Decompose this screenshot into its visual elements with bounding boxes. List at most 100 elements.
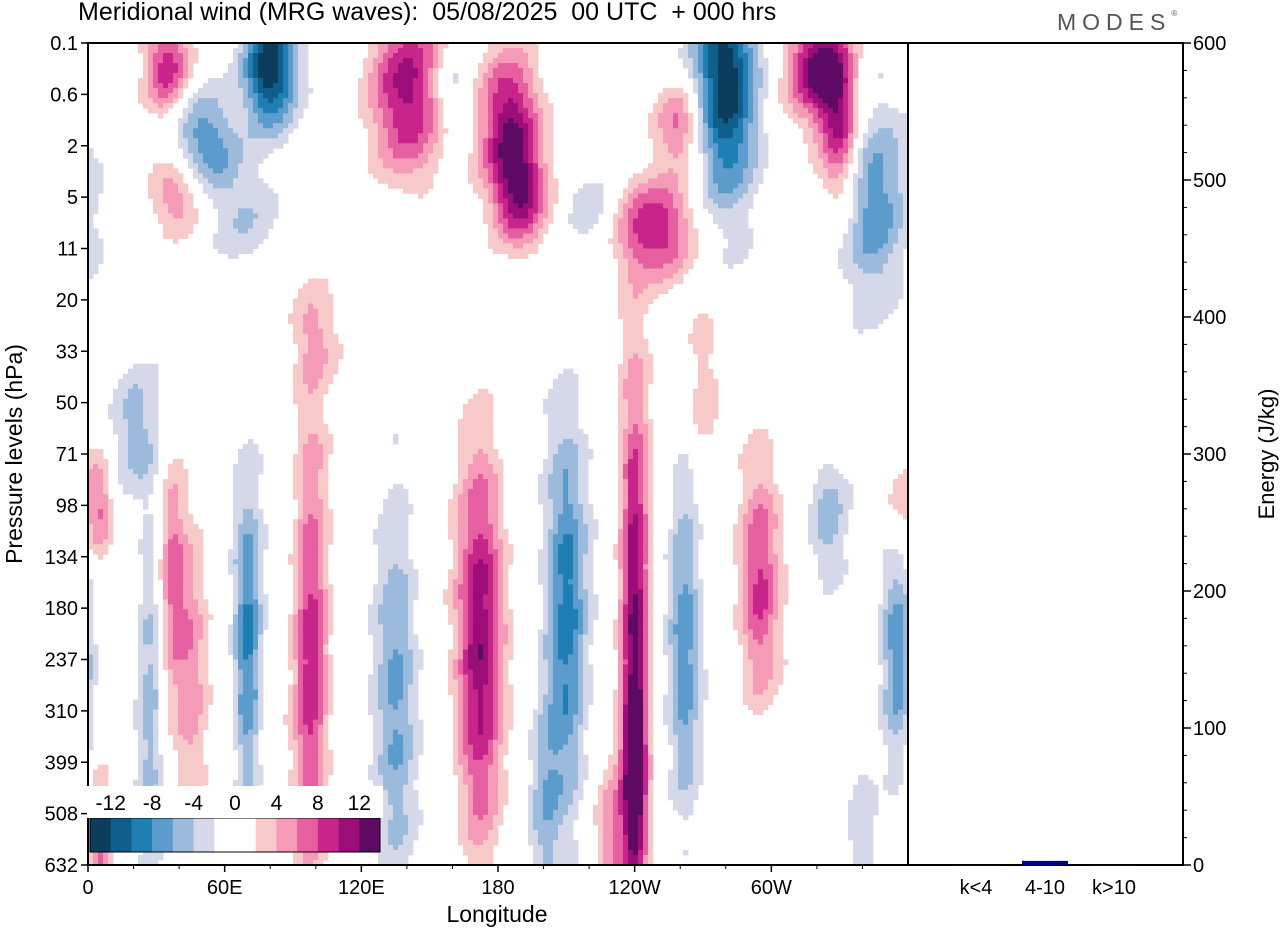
heatmap-cell [843, 83, 849, 89]
heatmap-cell [663, 223, 669, 229]
heatmap-cell [318, 413, 324, 420]
heatmap-cell [668, 193, 674, 199]
heatmap-cell [148, 418, 154, 425]
heatmap-cell [708, 128, 714, 134]
heatmap-cell [533, 78, 539, 84]
heatmap-cell [503, 78, 509, 84]
heatmap-cell [383, 63, 389, 69]
heatmap-cell [408, 48, 414, 54]
heatmap-cell [513, 143, 519, 149]
heatmap-cell [903, 238, 909, 244]
heatmap-cell [718, 163, 724, 169]
heatmap-cell [538, 93, 544, 99]
heatmap-cell [753, 68, 759, 74]
heatmap-cell [323, 313, 329, 320]
heatmap-cell [408, 143, 414, 149]
heatmap-cell [288, 98, 294, 104]
heatmap-cell [143, 423, 149, 430]
heatmap-cell [728, 233, 734, 239]
heatmap-cell [693, 328, 699, 335]
heatmap-cell [223, 88, 229, 94]
heatmap-cell [548, 118, 554, 124]
heatmap-cell [843, 148, 849, 154]
heatmap-cell [668, 178, 674, 184]
heatmap-cell [148, 103, 154, 109]
heatmap-cell [163, 83, 169, 89]
heatmap-cell [703, 108, 709, 114]
heatmap-cell [433, 43, 439, 49]
heatmap-cell [303, 83, 309, 89]
heatmap-cell [293, 373, 299, 380]
heatmap-cell [698, 408, 704, 415]
heatmap-cell [128, 433, 134, 440]
heatmap-cell [118, 383, 124, 390]
heatmap-cell [243, 68, 249, 74]
heatmap-cell [508, 73, 514, 79]
heatmap-cell [853, 58, 859, 64]
heatmap-cell [238, 188, 244, 194]
heatmap-cell [318, 398, 324, 405]
heatmap-cell [138, 363, 144, 370]
heatmap-cell [643, 388, 649, 395]
heatmap-cell [668, 148, 674, 154]
heatmap-cell [363, 83, 369, 89]
heatmap-cell [638, 228, 644, 234]
heatmap-cell [413, 48, 419, 54]
heatmap-cell [303, 43, 309, 49]
heatmap-cell [828, 43, 834, 49]
heatmap-cell [88, 188, 94, 194]
heatmap-cell [658, 248, 664, 254]
heatmap-cell [738, 163, 744, 169]
heatmap-cell [283, 63, 289, 69]
heatmap-cell [478, 428, 484, 435]
heatmap-cell [433, 53, 439, 59]
heatmap-cell [698, 363, 704, 370]
heatmap-cell [878, 193, 884, 199]
heatmap-cell [828, 178, 834, 184]
heatmap-cell [523, 98, 529, 104]
heatmap-cell [153, 428, 159, 435]
heatmap-cell [248, 464, 254, 470]
heatmap-cell [748, 198, 754, 204]
heatmap-cell [363, 108, 369, 114]
heatmap-cell [648, 263, 654, 269]
heatmap-cell [213, 108, 219, 114]
heatmap-cell [713, 163, 719, 169]
heatmap-cell [188, 218, 194, 224]
heatmap-cell [508, 113, 514, 119]
heatmap-cell [253, 223, 259, 229]
heatmap-cell [233, 68, 239, 74]
heatmap-cell [533, 203, 539, 209]
heatmap-cell [278, 128, 284, 134]
heatmap-cell [238, 198, 244, 204]
heatmap-cell [328, 293, 334, 300]
heatmap-cell [813, 163, 819, 169]
heatmap-cell [823, 118, 829, 124]
heatmap-cell [733, 203, 739, 209]
heatmap-cell [733, 128, 739, 134]
heatmap-cell [433, 58, 439, 64]
heatmap-cell [633, 198, 639, 204]
heatmap-cell [693, 78, 699, 84]
heatmap-cell [528, 113, 534, 119]
heatmap-cell [728, 208, 734, 214]
heatmap-cell [703, 378, 709, 385]
heatmap-cell [318, 303, 324, 310]
heatmap-cell [403, 148, 409, 154]
heatmap-cell [523, 68, 529, 74]
heatmap-cell [378, 78, 384, 84]
heatmap-cell [178, 83, 184, 89]
heatmap-cell [763, 163, 769, 169]
heatmap-cell [823, 173, 829, 179]
heatmap-cell [278, 58, 284, 64]
heatmap-cell [653, 143, 659, 149]
heatmap-cell [638, 343, 644, 350]
heatmap-cell [663, 283, 669, 289]
heatmap-cell [748, 108, 754, 114]
heatmap-cell [203, 88, 209, 94]
heatmap-cell [753, 108, 759, 114]
heatmap-cell [698, 133, 704, 139]
heatmap-cell [653, 173, 659, 179]
heatmap-cell [558, 408, 564, 415]
heatmap-cell [838, 183, 844, 189]
